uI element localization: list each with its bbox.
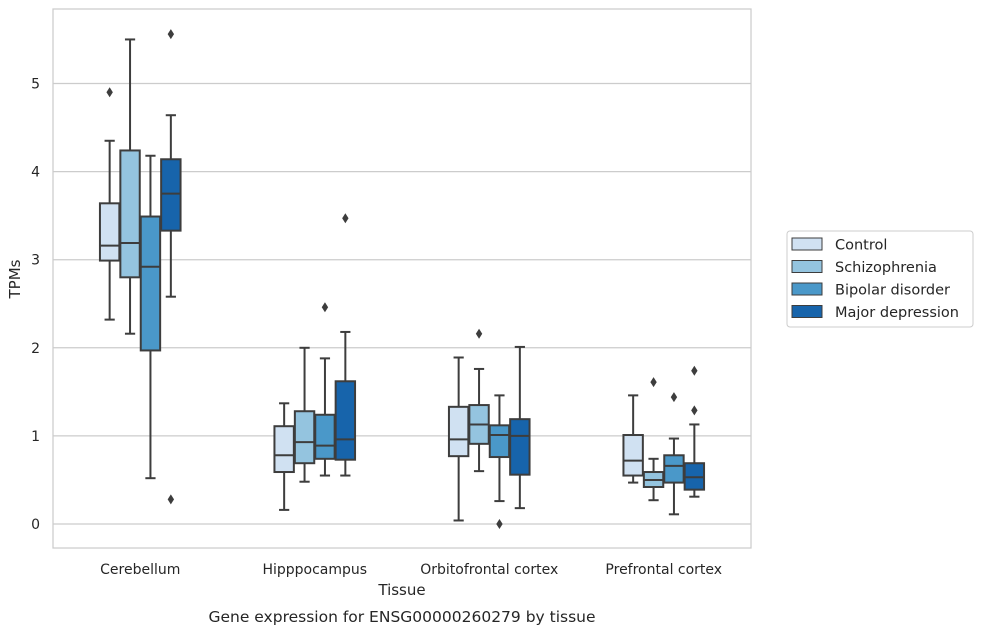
legend-swatch [791, 237, 823, 251]
box-body [447, 405, 470, 458]
legend-frame [786, 230, 974, 328]
y-tick-label: 3 [31, 253, 40, 269]
box-body [663, 454, 685, 484]
x-tick-label: Cerebellum [100, 562, 180, 578]
outlier-point [691, 405, 698, 416]
box-body [139, 215, 162, 352]
outlier-point [342, 213, 349, 224]
legend-label: Bipolar disorder [835, 283, 950, 299]
box-1-3 [334, 213, 357, 477]
outlier-point [496, 519, 503, 529]
legend-label: Schizophrenia [835, 260, 937, 276]
box-body [488, 424, 511, 459]
y-tick-labels: 0 1 2 3 4 5 [31, 77, 40, 534]
legend-item: Bipolar disorder [791, 282, 950, 299]
legend-item: Major depression [791, 305, 959, 321]
box-body [622, 434, 644, 477]
legend-swatch [791, 260, 823, 273]
box-body [273, 425, 295, 474]
outlier-point [691, 365, 698, 376]
legend-item: Schizophrenia [791, 260, 937, 276]
x-tick-label: Orbitofrontal cortex [420, 562, 558, 578]
box-0-2 [139, 154, 162, 480]
box-2-2 [488, 394, 511, 529]
box-body [160, 158, 182, 232]
boxes [98, 29, 706, 529]
plot-frame [52, 8, 752, 549]
y-tick-label: 0 [31, 517, 40, 533]
x-axis-label: Tissue [377, 581, 425, 599]
box-body [509, 418, 531, 476]
outlier-point [167, 29, 175, 40]
box-3-2 [663, 392, 685, 516]
y-tick-label: 2 [31, 341, 40, 357]
box-1-0 [273, 402, 295, 511]
chart-caption: Gene expression for ENSG00000260279 by t… [208, 608, 595, 626]
outlier-point [475, 328, 483, 339]
legend-swatch [791, 282, 823, 296]
box-body [293, 410, 316, 465]
outlier-point [106, 87, 113, 98]
box-0-1 [119, 38, 141, 335]
y-axis-label: TPMs [6, 259, 24, 299]
legend-swatch [791, 305, 823, 318]
box-body [334, 380, 357, 461]
legend-item: Control [791, 237, 887, 254]
x-tick-label: Prefrontal cortex [605, 562, 722, 578]
box-3-3 [683, 365, 706, 498]
legend: Control Schizophrenia Bipolar disorder Majo… [786, 230, 974, 328]
box-2-3 [509, 345, 531, 510]
box-body [119, 149, 141, 279]
box-0-3 [160, 29, 182, 505]
outlier-point [670, 392, 678, 403]
outlier-point [650, 377, 657, 388]
box-body [98, 202, 121, 262]
x-tick-label: Hipppocampus [262, 562, 367, 578]
outlier-point [321, 302, 329, 313]
outlier-point [167, 494, 175, 505]
y-tick-label: 4 [31, 165, 40, 181]
box-0-0 [98, 87, 121, 321]
x-tick-labels: Cerebellum Hipppocampus Orbitofrontal cort… [100, 562, 722, 578]
box-3-1 [642, 377, 665, 502]
y-tick-label: 1 [31, 429, 40, 445]
box-1-1 [293, 346, 316, 483]
box-3-0 [622, 394, 644, 484]
legend-label: Control [835, 238, 887, 254]
box-1-2 [314, 302, 336, 477]
legend-label: Major depression [835, 305, 959, 321]
box-body [314, 413, 336, 460]
y-tick-label: 5 [31, 77, 40, 93]
box-2-1 [468, 328, 490, 473]
box-2-0 [447, 356, 470, 522]
